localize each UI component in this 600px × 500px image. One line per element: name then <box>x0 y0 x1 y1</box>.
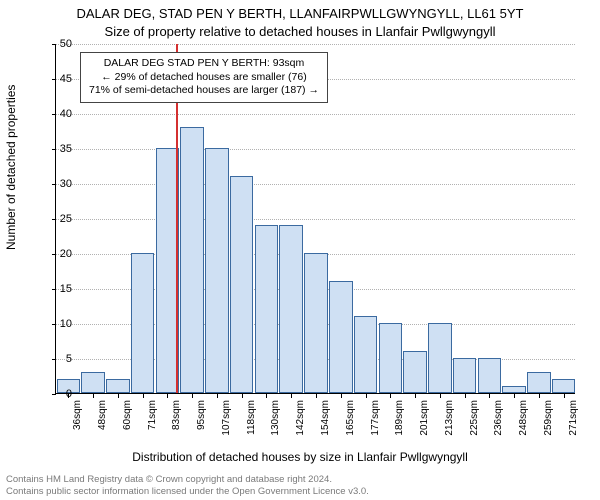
xtick-mark <box>415 394 416 398</box>
xtick-label: 83sqm <box>171 400 182 446</box>
xtick-label: 213sqm <box>444 400 455 446</box>
ytick-label: 10 <box>52 318 72 330</box>
histogram-bar <box>379 323 403 393</box>
xtick-mark <box>514 394 515 398</box>
histogram-bar <box>428 323 452 393</box>
xtick-label: 165sqm <box>345 400 356 446</box>
histogram-bar <box>502 386 526 393</box>
histogram-bar <box>552 379 576 393</box>
annotation-line1: DALAR DEG STAD PEN Y BERTH: 93sqm <box>89 57 319 71</box>
ytick-label: 35 <box>52 143 72 155</box>
xtick-label: 118sqm <box>246 400 257 446</box>
xtick-mark <box>217 394 218 398</box>
xtick-label: 189sqm <box>394 400 405 446</box>
ytick-label: 45 <box>52 73 72 85</box>
grid-line <box>56 149 575 150</box>
histogram-bar <box>81 372 105 393</box>
xtick-mark <box>390 394 391 398</box>
annotation-line2: ← 29% of detached houses are smaller (76… <box>89 71 319 85</box>
xtick-mark <box>465 394 466 398</box>
histogram-bar <box>180 127 204 393</box>
histogram-bar <box>131 253 155 393</box>
ytick-label: 0 <box>52 388 72 400</box>
xtick-label: 271sqm <box>568 400 579 446</box>
xtick-label: 236sqm <box>493 400 504 446</box>
footer-attribution: Contains HM Land Registry data © Crown c… <box>6 474 369 498</box>
xtick-mark <box>316 394 317 398</box>
xtick-label: 154sqm <box>320 400 331 446</box>
xtick-mark <box>539 394 540 398</box>
xtick-mark <box>341 394 342 398</box>
xtick-mark <box>489 394 490 398</box>
histogram-bar <box>255 225 279 393</box>
histogram-bar <box>329 281 353 393</box>
xtick-label: 142sqm <box>295 400 306 446</box>
ytick-label: 20 <box>52 248 72 260</box>
chart-title-line2: Size of property relative to detached ho… <box>0 24 600 39</box>
xtick-label: 201sqm <box>419 400 430 446</box>
xtick-label: 130sqm <box>270 400 281 446</box>
ytick-label: 25 <box>52 213 72 225</box>
xtick-mark <box>118 394 119 398</box>
histogram-bar <box>478 358 502 393</box>
grid-line <box>56 184 575 185</box>
ytick-label: 30 <box>52 178 72 190</box>
xtick-label: 107sqm <box>221 400 232 446</box>
ytick-label: 15 <box>52 283 72 295</box>
histogram-bar <box>403 351 427 393</box>
annotation-line3: 71% of semi-detached houses are larger (… <box>89 84 319 98</box>
xtick-mark <box>366 394 367 398</box>
histogram-bar <box>230 176 254 393</box>
xtick-label: 248sqm <box>518 400 529 446</box>
xtick-label: 60sqm <box>122 400 133 446</box>
ytick-label: 40 <box>52 108 72 120</box>
histogram-bar <box>279 225 303 393</box>
histogram-bar <box>304 253 328 393</box>
histogram-bar <box>354 316 378 393</box>
xtick-label: 225sqm <box>469 400 480 446</box>
xtick-mark <box>291 394 292 398</box>
grid-line <box>56 219 575 220</box>
xtick-mark <box>266 394 267 398</box>
xtick-label: 71sqm <box>147 400 158 446</box>
xtick-mark <box>93 394 94 398</box>
xtick-mark <box>242 394 243 398</box>
xtick-label: 259sqm <box>543 400 554 446</box>
ytick-label: 50 <box>52 38 72 50</box>
xtick-mark <box>167 394 168 398</box>
xtick-label: 95sqm <box>196 400 207 446</box>
grid-line <box>56 44 575 45</box>
xtick-label: 36sqm <box>72 400 83 446</box>
ytick-label: 5 <box>52 353 72 365</box>
histogram-bar <box>205 148 229 393</box>
chart-title-line1: DALAR DEG, STAD PEN Y BERTH, LLANFAIRPWL… <box>0 6 600 21</box>
xtick-label: 177sqm <box>370 400 381 446</box>
xtick-mark <box>440 394 441 398</box>
annotation-box: DALAR DEG STAD PEN Y BERTH: 93sqm ← 29% … <box>80 52 328 103</box>
xtick-mark <box>192 394 193 398</box>
x-axis-label: Distribution of detached houses by size … <box>0 450 600 464</box>
xtick-mark <box>564 394 565 398</box>
histogram-bar <box>453 358 477 393</box>
footer-line1: Contains HM Land Registry data © Crown c… <box>6 474 369 486</box>
histogram-bar <box>106 379 130 393</box>
footer-line2: Contains public sector information licen… <box>6 486 369 498</box>
histogram-bar <box>527 372 551 393</box>
xtick-label: 48sqm <box>97 400 108 446</box>
xtick-mark <box>143 394 144 398</box>
grid-line <box>56 114 575 115</box>
y-axis-label: Number of detached properties <box>4 85 18 250</box>
